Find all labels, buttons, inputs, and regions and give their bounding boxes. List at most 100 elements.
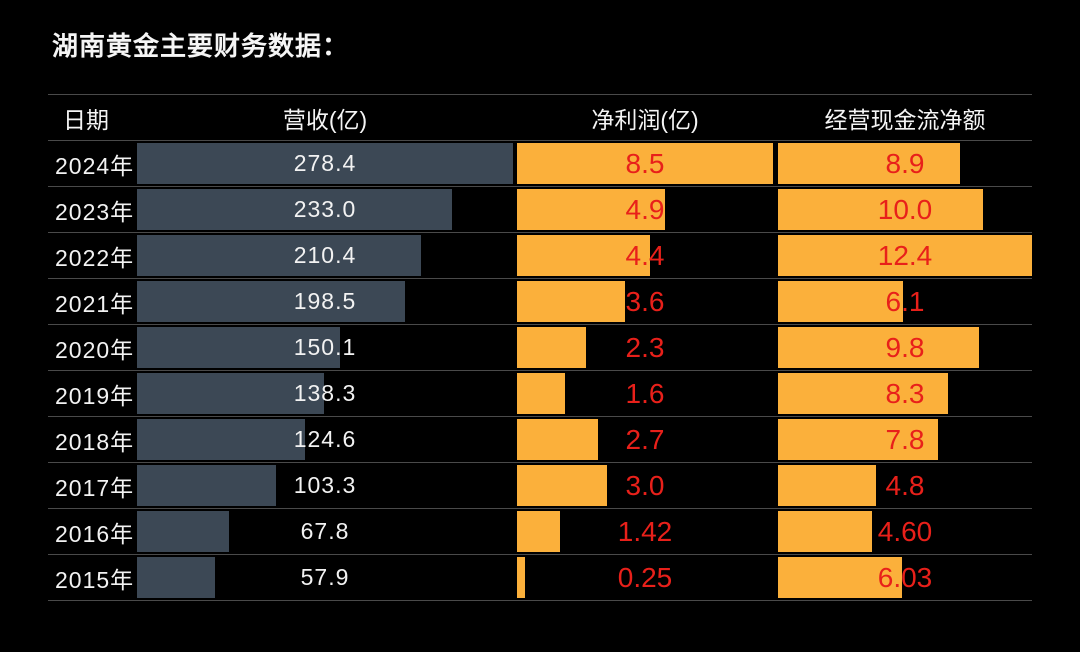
revenue-bar [137,373,324,414]
net-profit-value: 3.6 [625,285,665,317]
table-row: 2016年 67.8 1.42 4.60 [48,509,1032,555]
net-profit-bar [517,373,566,414]
revenue-cell: 233.0 [137,187,513,232]
table-row: 2015年 57.9 0.25 6.03 [48,555,1032,601]
net-profit-value: 4.9 [625,193,665,225]
revenue-value: 278.4 [293,150,357,176]
date-cell: 2023年 [48,187,137,232]
year-label: 2017年 [55,474,135,501]
net-profit-bar [517,419,599,460]
net-profit-value: 1.42 [617,515,673,547]
cash-flow-cell: 8.9 [778,141,1032,186]
cash-flow-cell: 7.8 [778,417,1032,462]
net-profit-bar [517,465,608,506]
net-profit-cell: 4.9 [517,187,773,232]
net-profit-cell: 0.25 [517,555,773,600]
cash-flow-value: 9.8 [885,331,925,363]
net-profit-bar [517,327,587,368]
revenue-bar [137,511,229,552]
revenue-cell: 57.9 [137,555,513,600]
table-row: 2022年 210.4 4.4 12.4 [48,233,1032,279]
cash-flow-bar [778,189,983,230]
net-profit-cell: 3.6 [517,279,773,324]
cash-flow-cell: 6.1 [778,279,1032,324]
net-profit-value: 2.3 [625,331,665,363]
cash-flow-value: 8.3 [885,377,925,409]
revenue-value: 138.3 [293,380,357,406]
year-label: 2015年 [55,566,135,593]
table-row: 2024年 278.4 8.5 8.9 [48,141,1032,187]
date-cell: 2022年 [48,233,137,278]
date-cell: 2020年 [48,325,137,370]
revenue-value: 210.4 [293,242,357,268]
cash-flow-bar [778,465,877,506]
table-row: 2021年 198.5 3.6 6.1 [48,279,1032,325]
cash-flow-cell: 8.3 [778,371,1032,416]
cash-flow-value: 12.4 [877,239,933,271]
revenue-value: 124.6 [293,426,357,452]
net-profit-value: 2.7 [625,423,665,455]
net-profit-cell: 2.7 [517,417,773,462]
cash-flow-value: 10.0 [877,193,933,225]
date-cell: 2024年 [48,141,137,186]
header-date: 日期 [63,106,109,133]
net-profit-bar [517,189,665,230]
page-title: 湖南黄金主要财务数据： [52,31,350,61]
cash-flow-value: 6.1 [885,285,925,317]
revenue-value: 103.3 [293,472,357,498]
revenue-bar [137,281,406,322]
date-cell: 2018年 [48,417,137,462]
cash-flow-bar [778,143,961,184]
revenue-cell: 210.4 [137,233,513,278]
year-label: 2024年 [55,152,135,179]
net-profit-bar [517,235,650,276]
revenue-bar [137,557,216,598]
date-cell: 2015年 [48,555,137,600]
cash-flow-value: 4.8 [885,469,925,501]
cash-flow-bar [778,419,938,460]
revenue-value: 198.5 [293,288,357,314]
revenue-cell: 67.8 [137,509,513,554]
date-cell: 2019年 [48,371,137,416]
revenue-value: 233.0 [293,196,357,222]
net-profit-cell: 8.5 [517,141,773,186]
header-revenue: 营收(亿) [282,106,368,133]
revenue-value: 67.8 [300,518,350,544]
revenue-cell: 124.6 [137,417,513,462]
table-header: 日期 营收(亿) 净利润(亿) 经营现金流净额 [48,94,1032,141]
cash-flow-cell: 4.60 [778,509,1032,554]
cash-flow-cell: 9.8 [778,325,1032,370]
cash-flow-value: 8.9 [885,147,925,179]
net-profit-cell: 2.3 [517,325,773,370]
revenue-bar [137,235,422,276]
cash-flow-bar [778,511,873,552]
net-profit-bar [517,557,525,598]
net-profit-bar [517,511,560,552]
year-label: 2022年 [55,244,135,271]
cash-flow-bar [778,281,903,322]
table-row: 2020年 150.1 2.3 9.8 [48,325,1032,371]
table-row: 2018年 124.6 2.7 7.8 [48,417,1032,463]
revenue-bar [137,327,340,368]
cash-flow-cell: 10.0 [778,187,1032,232]
net-profit-bar [517,143,773,184]
revenue-bar [137,419,306,460]
net-profit-cell: 3.0 [517,463,773,508]
net-profit-value: 1.6 [625,377,665,409]
year-label: 2023年 [55,198,135,225]
cash-flow-cell: 12.4 [778,233,1032,278]
table-row: 2023年 233.0 4.9 10.0 [48,187,1032,233]
net-profit-cell: 4.4 [517,233,773,278]
table-row: 2017年 103.3 3.0 4.8 [48,463,1032,509]
table-row: 2019年 138.3 1.6 8.3 [48,371,1032,417]
revenue-cell: 103.3 [137,463,513,508]
header-cash-flow: 经营现金流净额 [824,106,986,133]
net-profit-value: 0.25 [617,561,673,593]
year-label: 2020年 [55,336,135,363]
revenue-bar [137,189,452,230]
revenue-cell: 198.5 [137,279,513,324]
revenue-value: 57.9 [300,564,350,590]
revenue-value: 150.1 [293,334,357,360]
cash-flow-bar [778,327,979,368]
